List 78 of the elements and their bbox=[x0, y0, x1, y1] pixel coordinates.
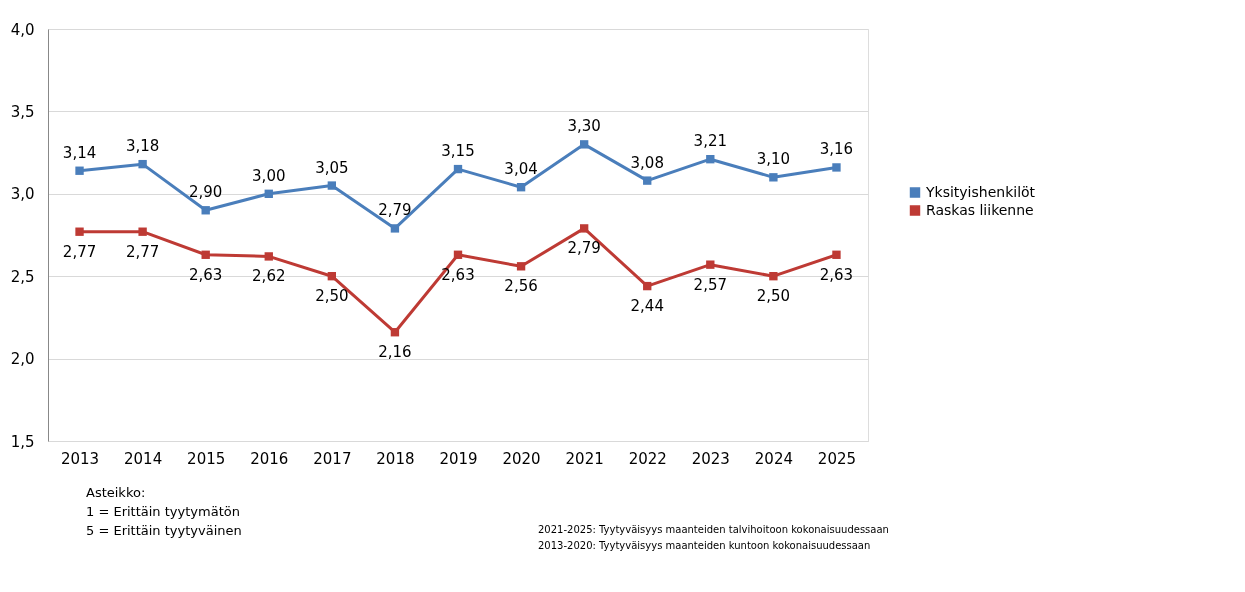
x-tick-label: 2025 bbox=[817, 449, 857, 468]
x-tick-label: 2024 bbox=[754, 449, 793, 468]
data-label: 3,10 bbox=[756, 150, 791, 169]
point bbox=[138, 227, 147, 236]
x-tick-label: 2015 bbox=[187, 449, 226, 468]
legend-label: Raskas liikenne bbox=[926, 201, 1034, 218]
data-label: 2,57 bbox=[693, 275, 728, 294]
point bbox=[453, 250, 463, 259]
point bbox=[264, 252, 273, 261]
point bbox=[516, 183, 526, 192]
data-label: 2,79 bbox=[378, 201, 412, 220]
point bbox=[643, 176, 652, 185]
data-label: 3,08 bbox=[630, 153, 664, 172]
y-tick-label: 1,5 bbox=[10, 432, 35, 451]
point bbox=[516, 262, 526, 271]
point bbox=[264, 189, 273, 198]
y-tick-label: 2,0 bbox=[10, 350, 35, 369]
point bbox=[643, 281, 652, 291]
x-tick-label: 2013 bbox=[60, 449, 100, 468]
point bbox=[138, 159, 147, 169]
point bbox=[75, 166, 84, 175]
data-label: 2,44 bbox=[630, 297, 664, 316]
data-label: 2,77 bbox=[125, 242, 160, 261]
data-label: 2,50 bbox=[315, 287, 349, 306]
data-label: 2,79 bbox=[567, 239, 601, 258]
x-tick-label: 2018 bbox=[376, 449, 415, 468]
point bbox=[769, 272, 778, 281]
data-label: 2,16 bbox=[378, 343, 412, 362]
data-label: 3,15 bbox=[441, 142, 475, 161]
y-tick-label: 4,0 bbox=[10, 20, 35, 39]
data-label: 2,90 bbox=[188, 183, 223, 202]
point bbox=[75, 227, 84, 236]
point bbox=[706, 260, 715, 269]
data-label: 2,63 bbox=[188, 265, 223, 284]
point bbox=[579, 224, 589, 233]
data-label: 3,04 bbox=[504, 160, 538, 179]
point bbox=[453, 164, 463, 174]
point bbox=[706, 155, 715, 164]
point bbox=[327, 181, 337, 190]
y-tick-label: 2,5 bbox=[10, 267, 35, 286]
x-tick-label: 2023 bbox=[691, 449, 730, 468]
data-label: 3,21 bbox=[693, 132, 728, 151]
x-tick-label: 2017 bbox=[313, 449, 352, 468]
x-tick-label: 2022 bbox=[628, 449, 667, 468]
data-label: 2,77 bbox=[62, 242, 97, 261]
text: 5 = Erittäin tyytyväinen bbox=[86, 523, 242, 538]
x-tick-label: 2016 bbox=[250, 449, 289, 468]
point bbox=[327, 272, 337, 281]
data-label: 2,62 bbox=[252, 267, 286, 286]
y-tick-label: 3,5 bbox=[10, 102, 35, 121]
data-label: 3,16 bbox=[819, 140, 854, 159]
text: 1 = Erittäin tyytymätön bbox=[86, 504, 240, 519]
point bbox=[769, 173, 778, 182]
point bbox=[390, 224, 400, 233]
data-label: 3,18 bbox=[125, 137, 160, 156]
data-label: 3,05 bbox=[315, 158, 349, 177]
point bbox=[832, 250, 841, 259]
data-label: 3,14 bbox=[62, 143, 97, 162]
y-tick-label: 3,0 bbox=[10, 185, 35, 204]
x-tick-label: 2021 bbox=[565, 449, 604, 468]
data-label: 2,56 bbox=[504, 277, 538, 296]
data-label: 2,50 bbox=[756, 287, 791, 306]
text: 2013-2020: Tyytyväisyys maanteiden kuntoon kokonaisuudessaan bbox=[538, 540, 871, 551]
data-label: 2,63 bbox=[441, 265, 475, 284]
point bbox=[832, 163, 841, 172]
legend-label: Yksityishenkilöt bbox=[925, 183, 1036, 200]
point bbox=[390, 328, 400, 337]
x-tick-label: 2020 bbox=[502, 449, 541, 468]
point bbox=[201, 206, 210, 215]
x-tick-label: 2019 bbox=[439, 449, 478, 468]
data-label: 2,63 bbox=[819, 265, 854, 284]
text: Asteikko: bbox=[86, 485, 146, 500]
data-label: 3,00 bbox=[252, 166, 286, 185]
point bbox=[579, 140, 589, 149]
data-label: 3,30 bbox=[567, 117, 601, 136]
x-tick-label: 2014 bbox=[124, 449, 163, 468]
point bbox=[201, 250, 210, 259]
text: 2021-2025: Tyytyväisyys maanteiden talvihoitoon kokonaisuudessaan bbox=[538, 524, 889, 535]
